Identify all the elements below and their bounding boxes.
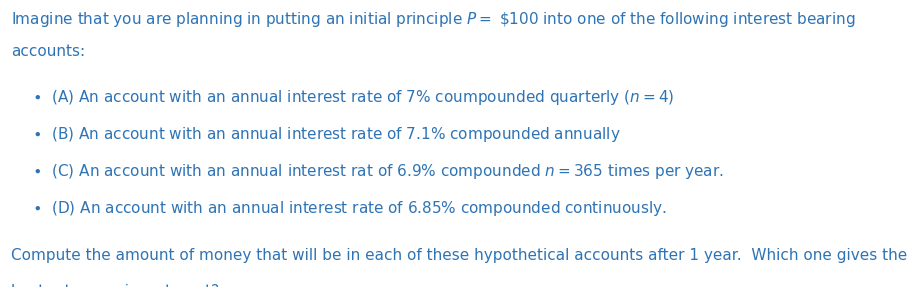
Text: $\bullet$  (B) An account with an annual interest rate of 7.1% compounded annual: $\bullet$ (B) An account with an annual … bbox=[32, 125, 621, 144]
Text: best return on investment?: best return on investment? bbox=[11, 284, 219, 287]
Text: Compute the amount of money that will be in each of these hypothetical accounts : Compute the amount of money that will be… bbox=[11, 248, 907, 263]
Text: $\bullet$  (A) An account with an annual interest rate of 7% coumpounded quarter: $\bullet$ (A) An account with an annual … bbox=[32, 88, 675, 106]
Text: $\bullet$  (C) An account with an annual interest rat of 6.9% compounded $n = 36: $\bullet$ (C) An account with an annual … bbox=[32, 162, 724, 181]
Text: Imagine that you are planning in putting an initial principle $P =$ \$100 into o: Imagine that you are planning in putting… bbox=[11, 10, 856, 29]
Text: accounts:: accounts: bbox=[11, 44, 85, 59]
Text: $\bullet$  (D) An account with an annual interest rate of 6.85% compounded conti: $\bullet$ (D) An account with an annual … bbox=[32, 199, 667, 218]
